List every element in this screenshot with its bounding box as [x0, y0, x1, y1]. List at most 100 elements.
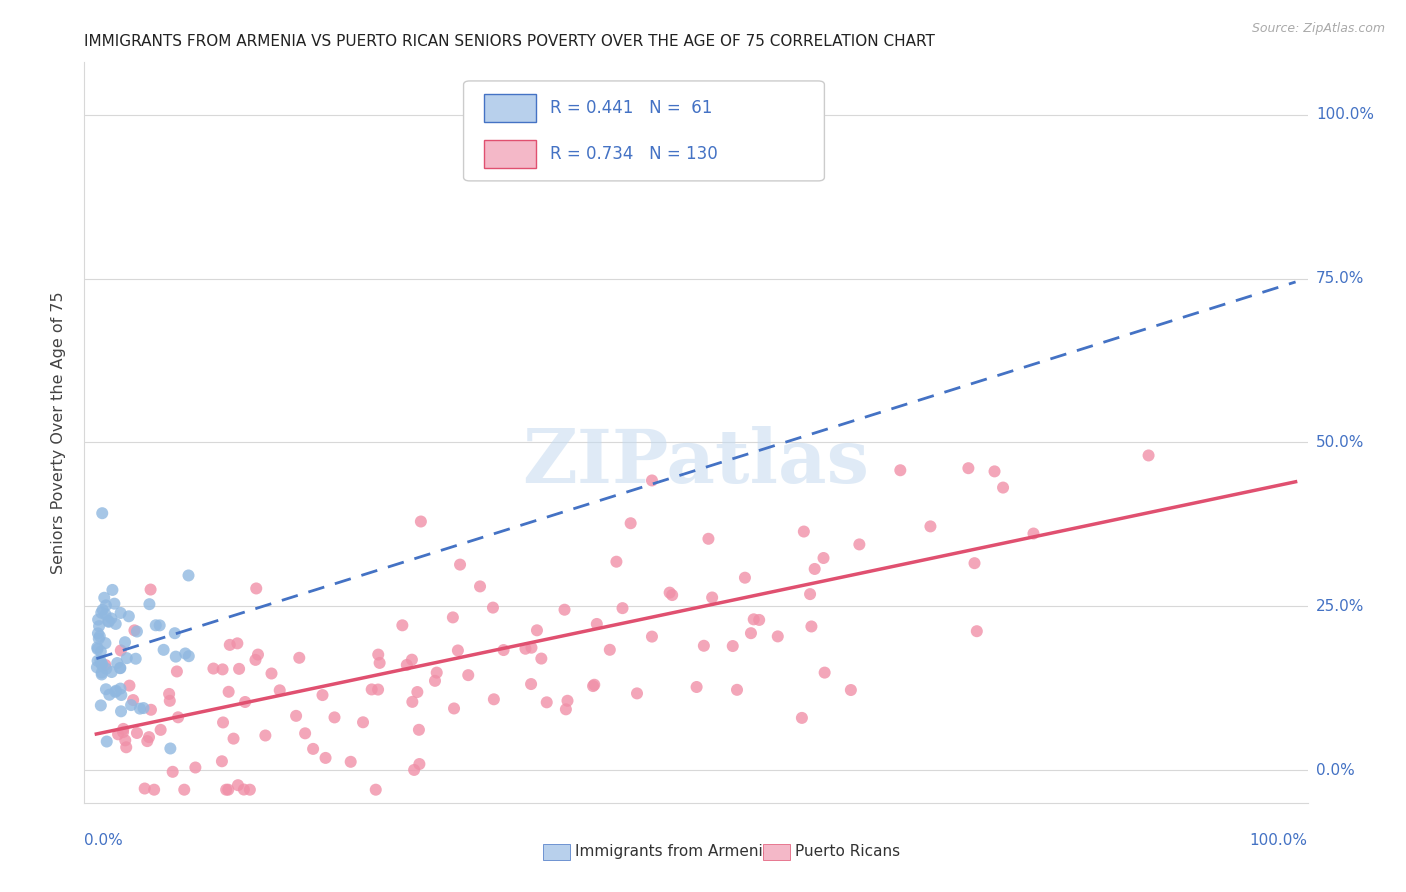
- Text: Source: ZipAtlas.com: Source: ZipAtlas.com: [1251, 22, 1385, 36]
- Text: 25.0%: 25.0%: [1316, 599, 1364, 614]
- Point: [367, 682, 389, 697]
- Point: [177, 649, 200, 664]
- Point: [202, 661, 225, 675]
- Point: [536, 695, 558, 709]
- Point: [152, 643, 174, 657]
- Point: [368, 656, 391, 670]
- Point: [90, 698, 112, 713]
- Point: [96, 734, 118, 748]
- Point: [288, 650, 311, 665]
- Point: [163, 626, 186, 640]
- Point: [685, 680, 707, 694]
- Point: [94, 607, 117, 622]
- Point: [526, 624, 548, 638]
- Point: [149, 618, 172, 632]
- Point: [97, 614, 120, 628]
- Point: [138, 597, 160, 611]
- Point: [125, 624, 148, 639]
- Point: [605, 555, 627, 569]
- Point: [125, 651, 148, 665]
- Point: [100, 611, 122, 625]
- Point: [215, 782, 238, 797]
- Point: [583, 678, 606, 692]
- Point: [94, 658, 117, 673]
- Bar: [543, 844, 569, 860]
- Point: [740, 626, 762, 640]
- Point: [91, 506, 114, 520]
- Point: [211, 662, 233, 676]
- Point: [132, 701, 155, 715]
- Point: [311, 688, 333, 702]
- Point: [173, 782, 195, 797]
- Point: [245, 582, 267, 596]
- Point: [174, 647, 197, 661]
- Point: [212, 715, 235, 730]
- Point: [143, 782, 166, 797]
- Point: [742, 612, 765, 626]
- Point: [139, 703, 162, 717]
- Point: [626, 686, 648, 700]
- Point: [90, 665, 112, 680]
- Point: [159, 741, 181, 756]
- Point: [114, 635, 136, 649]
- Point: [554, 603, 576, 617]
- Point: [246, 648, 269, 662]
- Point: [115, 740, 138, 755]
- Point: [139, 582, 162, 597]
- Point: [138, 730, 160, 744]
- Point: [599, 642, 621, 657]
- Point: [228, 662, 250, 676]
- Point: [492, 643, 515, 657]
- Point: [101, 582, 124, 597]
- Point: [136, 734, 159, 748]
- Point: [159, 694, 181, 708]
- Point: [115, 651, 138, 665]
- Point: [697, 532, 720, 546]
- Text: ZIPatlas: ZIPatlas: [523, 425, 869, 499]
- Point: [557, 694, 579, 708]
- Point: [702, 591, 724, 605]
- Bar: [763, 844, 790, 860]
- Point: [124, 624, 146, 638]
- Point: [889, 463, 911, 477]
- Point: [443, 701, 465, 715]
- Y-axis label: Seniors Poverty Over the Age of 75: Seniors Poverty Over the Age of 75: [51, 292, 66, 574]
- Point: [582, 679, 605, 693]
- Point: [232, 782, 254, 797]
- Point: [468, 579, 491, 593]
- Point: [734, 571, 756, 585]
- Point: [87, 613, 110, 627]
- FancyBboxPatch shape: [464, 81, 824, 181]
- Point: [966, 624, 988, 639]
- Point: [957, 461, 980, 475]
- Point: [86, 642, 108, 657]
- Point: [93, 591, 115, 605]
- Text: Immigrants from Armenia: Immigrants from Armenia: [575, 844, 772, 859]
- Text: 0.0%: 0.0%: [1316, 763, 1354, 778]
- Point: [800, 619, 823, 633]
- Point: [793, 524, 815, 539]
- Point: [302, 742, 325, 756]
- Point: [426, 665, 449, 680]
- Text: IMMIGRANTS FROM ARMENIA VS PUERTO RICAN SENIORS POVERTY OVER THE AGE OF 75 CORRE: IMMIGRANTS FROM ARMENIA VS PUERTO RICAN …: [84, 34, 935, 49]
- Point: [401, 653, 423, 667]
- Point: [112, 722, 135, 736]
- Point: [129, 701, 152, 715]
- Point: [408, 757, 430, 772]
- Point: [991, 481, 1014, 495]
- Point: [104, 616, 127, 631]
- Point: [364, 782, 387, 797]
- Point: [145, 618, 167, 632]
- Point: [401, 695, 423, 709]
- Point: [339, 755, 361, 769]
- Text: 75.0%: 75.0%: [1316, 271, 1364, 286]
- Point: [94, 636, 117, 650]
- Point: [218, 638, 240, 652]
- Point: [218, 685, 240, 699]
- Point: [1137, 449, 1160, 463]
- Point: [165, 649, 187, 664]
- Point: [90, 644, 112, 658]
- Point: [323, 710, 346, 724]
- Point: [260, 666, 283, 681]
- Point: [114, 733, 136, 747]
